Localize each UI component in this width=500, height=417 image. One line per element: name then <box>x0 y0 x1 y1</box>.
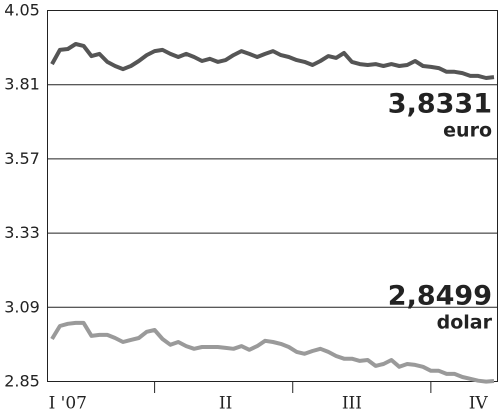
value-label: 2,8499 <box>388 281 492 312</box>
value-label: 3,8331 <box>388 89 492 120</box>
x-tick-label: IV <box>469 394 489 414</box>
y-tick-label: 3.09 <box>4 297 40 316</box>
series-name: dolar <box>437 312 493 334</box>
series-line <box>50 42 495 80</box>
series-line <box>50 320 495 384</box>
y-tick-label: 3.57 <box>4 149 40 168</box>
x-tick-label: I '07 <box>49 394 87 414</box>
y-tick-label: 2.85 <box>4 372 40 391</box>
series-name: euro <box>443 120 492 142</box>
y-tick-label: 3.81 <box>4 75 40 94</box>
x-tick-label: II <box>219 394 232 414</box>
y-tick-label: 3.33 <box>4 223 40 242</box>
y-tick-label: 4.05 <box>4 1 40 20</box>
x-tick-label: III <box>342 394 362 414</box>
